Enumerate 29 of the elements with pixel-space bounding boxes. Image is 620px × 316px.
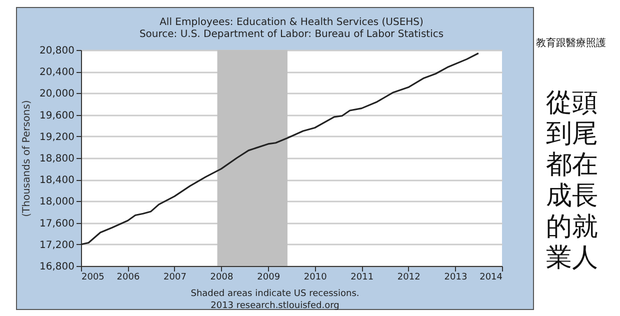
text: Shaded areas indicate US recessions. <box>190 288 360 300</box>
x-tick-label: 2013 <box>444 272 468 282</box>
y-tick-label: 20,400 <box>40 67 74 78</box>
y-tick-label: 17,200 <box>40 240 74 251</box>
text: 2013 research.stlouisfed.org <box>210 300 340 312</box>
x-tick-label: 2008 <box>210 272 234 282</box>
y-axis-title: (Thousands of Persons) <box>22 100 33 217</box>
x-tick-label: 2007 <box>164 272 186 282</box>
x-tick-label: 2014 <box>480 272 503 282</box>
y-tick-label: 19,600 <box>40 110 74 122</box>
y-tick-label: 18,000 <box>40 196 74 208</box>
text: 從頭到尾都在成長的就業人 <box>546 88 599 274</box>
x-tick-label: 2010 <box>304 272 328 282</box>
y-tick-label: 20,800 <box>40 46 74 56</box>
y-tick-label: 16,800 <box>40 262 74 272</box>
y-tick-label: 18,400 <box>40 175 74 186</box>
y-tick-label: 19,200 <box>40 132 74 143</box>
x-tick-label: 2005 <box>82 272 104 282</box>
y-tick-label: 17,600 <box>40 218 74 230</box>
chart-subtitle: Source: U.S. Department of Labor: Bureau of Labor Statistics <box>139 29 444 40</box>
x-tick-label: 2006 <box>116 272 140 282</box>
chart-title: All Employees: Education & Health Services (USEHS) <box>160 17 424 28</box>
y-tick-label: 20,000 <box>40 88 74 100</box>
line-series <box>80 52 480 246</box>
x-tick-label: 2009 <box>257 272 280 282</box>
x-tick-label: 2012 <box>397 272 420 282</box>
text: 教育跟醫療照護 <box>536 36 606 50</box>
y-tick-label: 18,800 <box>40 154 74 164</box>
x-tick-label: 2011 <box>350 272 374 282</box>
